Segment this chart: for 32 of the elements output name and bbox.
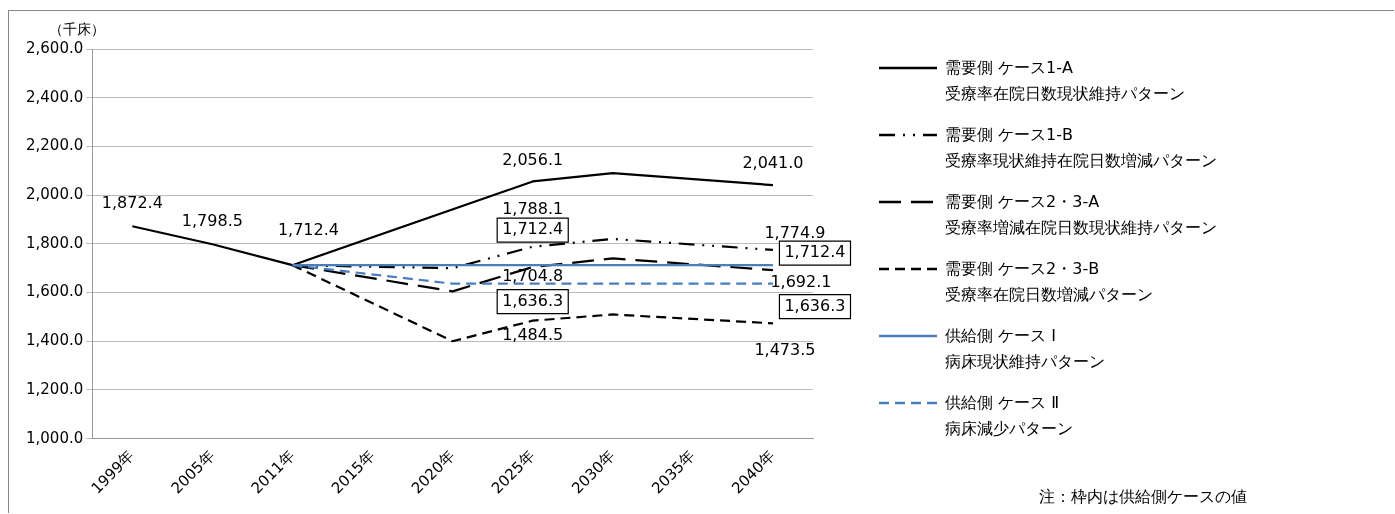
legend-label: 需要側 ケース2・3-B 受療率在院日数増減パターン: [945, 258, 1153, 306]
legend-label: 需要側 ケース1-B 受療率現状維持在院日数増減パターン: [945, 124, 1217, 172]
y-tick-label: 1,800.0: [25, 233, 84, 252]
data-label: 1,636.3: [784, 295, 846, 315]
y-tick-label: 1,600.0: [25, 282, 84, 301]
y-tick-label: 2,000.0: [25, 185, 84, 204]
data-label: 1,473.5: [754, 339, 816, 359]
legend-label: 供給側 ケース Ⅱ 病床減少パターン: [945, 392, 1073, 440]
data-label: 1,774.9: [764, 223, 826, 243]
data-label: 1,704.8: [502, 266, 564, 286]
legend-label: 需要側 ケース2・3-A 受療率増減在院日数現状維持パターン: [945, 191, 1217, 239]
y-tick-label: 1,200.0: [25, 379, 84, 398]
legend-label: 需要側 ケース1-A 受療率在院日数現状維持パターン: [945, 57, 1185, 105]
y-axis-title: （千床）: [49, 21, 105, 39]
y-tick-label: 1,000.0: [25, 428, 84, 447]
data-label: 1,712.4: [277, 220, 339, 240]
text: 注：枠内は供給側ケースの値: [1039, 487, 1247, 508]
data-label: 1,798.5: [181, 211, 243, 231]
data-label: 1,636.3: [502, 290, 564, 310]
y-tick-label: 1,400.0: [25, 331, 84, 350]
data-label: 1,872.4: [101, 193, 163, 213]
y-tick-label: 2,200.0: [25, 136, 84, 155]
y-tick-label: 2,600.0: [25, 38, 84, 57]
data-label: 2,056.1: [502, 149, 564, 169]
data-label: 1,712.4: [502, 219, 564, 239]
data-label: 1,692.1: [770, 272, 832, 292]
y-tick-label: 2,400.0: [25, 87, 84, 106]
data-label: 2,041.0: [742, 153, 804, 173]
data-label: 1,712.4: [784, 242, 846, 262]
legend-label: 供給側 ケース Ⅰ 病床現状維持パターン: [945, 325, 1105, 373]
data-label: 1,788.1: [502, 198, 564, 218]
data-label: 1,484.5: [502, 324, 564, 344]
